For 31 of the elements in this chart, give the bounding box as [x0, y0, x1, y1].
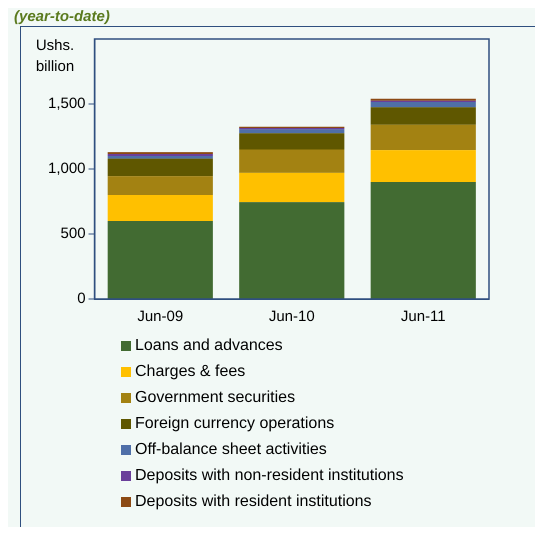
legend-label: Off-balance sheet activities — [135, 441, 327, 459]
bar — [370, 182, 476, 298]
bar — [108, 158, 213, 176]
bar — [108, 176, 213, 195]
y-axis-title: Ushs. billion — [34, 36, 76, 77]
legend-label: Charges & fees — [135, 363, 246, 381]
x-tick-label: Jun-11 — [400, 308, 446, 326]
bar — [239, 133, 344, 150]
legend-label: Government securities — [135, 389, 296, 407]
legend-label: Deposits with resident institutions — [135, 493, 372, 511]
y-tick-label: 500 — [60, 225, 86, 242]
bar — [370, 107, 476, 125]
x-tick-label: Jun-09 — [137, 308, 184, 326]
bar — [370, 124, 476, 150]
y-tick-label: 1,000 — [48, 160, 86, 178]
bar — [239, 150, 344, 173]
y-tick-label: 1,500 — [48, 95, 86, 112]
bar — [370, 150, 476, 182]
y-tick-label: 0 — [77, 290, 86, 308]
bar — [108, 156, 213, 159]
x-tick-label: Jun-10 — [268, 308, 315, 326]
bar — [370, 102, 476, 108]
legend-label: Foreign currency operations — [135, 415, 334, 433]
bar — [108, 221, 213, 298]
bar — [239, 172, 344, 202]
legend-label: Deposits with non-resident institutions — [135, 467, 404, 485]
chart-title: (year-to-date) — [13, 8, 111, 26]
bar — [108, 195, 213, 221]
legend-label: Loans and advances — [135, 337, 283, 355]
bar — [239, 202, 344, 298]
bar — [239, 129, 344, 134]
